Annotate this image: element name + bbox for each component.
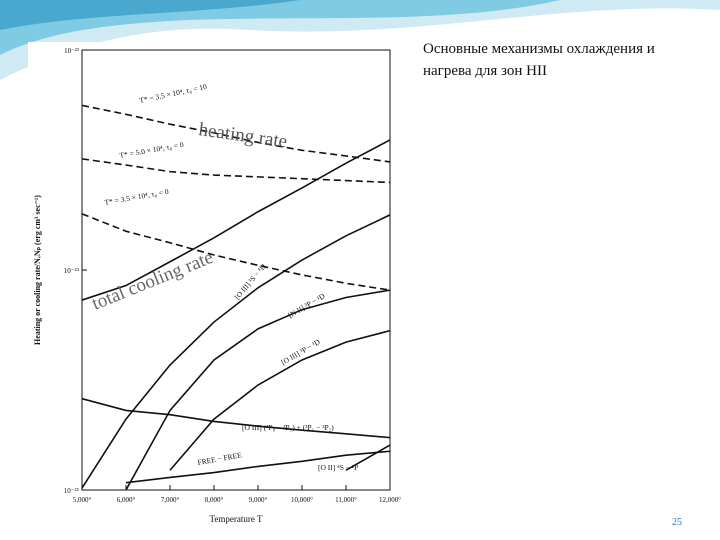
y-axis-label: Heating or cooling rate/NₑNₚ (erg cm³ se… (33, 195, 42, 345)
annotation: heating rate (197, 119, 288, 152)
curve-label: [O III] (³P₀ − ³P₁) + (³P₁ − ³P₂) (242, 423, 334, 432)
series-line (125, 289, 391, 491)
slide-title: Основные механизмы охлаждения и нагрева … (423, 41, 655, 79)
curve-label: [O III] ¹S − ¹D (233, 262, 268, 302)
y-tick-label: 10⁻²⁴ (64, 267, 80, 275)
series-line (125, 450, 391, 484)
series-line (81, 139, 391, 301)
curve-label: [O III] ³P − ¹D (280, 337, 323, 367)
x-tick-label: 5,000° (73, 496, 92, 504)
curve-label: FREE − FREE (197, 450, 243, 467)
y-tick-label: 10⁻²⁵ (64, 487, 80, 495)
x-axis-label: Temperature T (210, 514, 263, 524)
x-tick-label: 9,000° (249, 496, 268, 504)
x-tick-label: 6,000° (117, 496, 136, 504)
series-line (169, 329, 391, 471)
x-tick-label: 10,000° (291, 496, 313, 504)
x-tick-label: 8,000° (205, 496, 224, 504)
x-tick-label: 11,000° (335, 496, 357, 504)
series-line (81, 214, 391, 489)
curve-label: T* = 3.5 × 10⁴, τ₀ = 10 (139, 82, 208, 105)
series-line (81, 104, 391, 163)
series-line (81, 397, 391, 439)
curve-label: T* = 3.5 × 10⁴, τ₀ = 0 (104, 187, 170, 207)
curve-label: [O II] ⁴S − ²P (318, 463, 358, 472)
x-tick-label: 7,000° (161, 496, 180, 504)
annotation: total cooling rate (89, 247, 216, 315)
y-tick-label: 10⁻²³ (64, 47, 79, 55)
page-number: 25 (672, 517, 682, 528)
curve-label: T* = 5.0 × 10⁴, τ₀ = 0 (119, 140, 185, 160)
series-line (81, 158, 391, 184)
series-line (345, 444, 391, 471)
series-line (81, 213, 391, 291)
x-tick-label: 12,000° (379, 496, 401, 504)
curve-label: [N II] ³P − ¹D (287, 291, 327, 320)
